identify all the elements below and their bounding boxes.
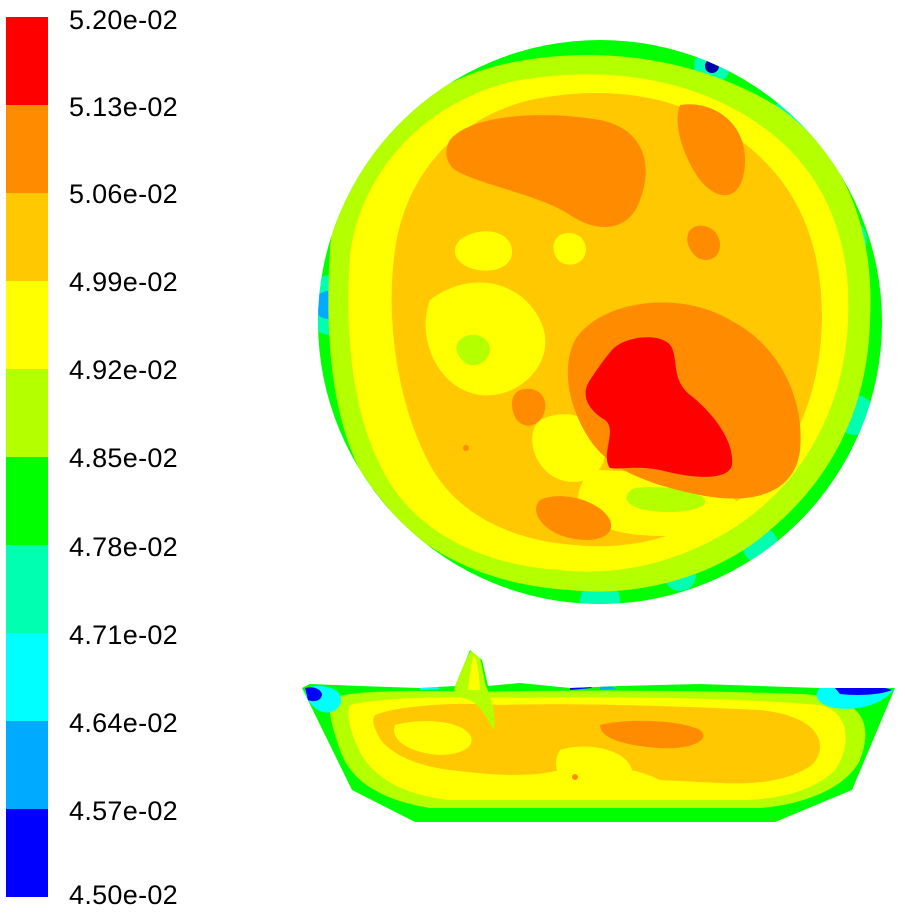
legend-label: 4.85e-02 (69, 443, 178, 473)
legend-band-3 (6, 193, 48, 281)
legend-label: 5.06e-02 (69, 179, 178, 209)
legend-band-2 (6, 105, 48, 193)
top-view-contour (318, 40, 882, 604)
legend-label: 5.13e-02 (69, 92, 178, 122)
color-legend: 5.20e-02 5.13e-02 5.06e-02 4.99e-02 4.92… (0, 0, 300, 913)
legend-label: 4.99e-02 (69, 267, 178, 297)
side-view-contour (302, 650, 895, 822)
legend-band-10 (6, 809, 48, 897)
legend-band-4 (6, 281, 48, 369)
legend-label: 5.20e-02 (69, 5, 178, 35)
legend-label: 4.92e-02 (69, 355, 178, 385)
legend-label: 4.50e-02 (69, 880, 178, 910)
legend-band-8 (6, 633, 48, 721)
legend-label: 4.78e-02 (69, 532, 178, 562)
legend-label: 4.64e-02 (69, 708, 178, 738)
legend-label: 4.71e-02 (69, 620, 178, 650)
legend-band-7 (6, 545, 48, 633)
legend-band-9 (6, 721, 48, 809)
legend-label: 4.57e-02 (69, 796, 178, 826)
legend-band-1 (6, 17, 48, 105)
legend-band-6 (6, 457, 48, 545)
legend-band-5 (6, 369, 48, 457)
